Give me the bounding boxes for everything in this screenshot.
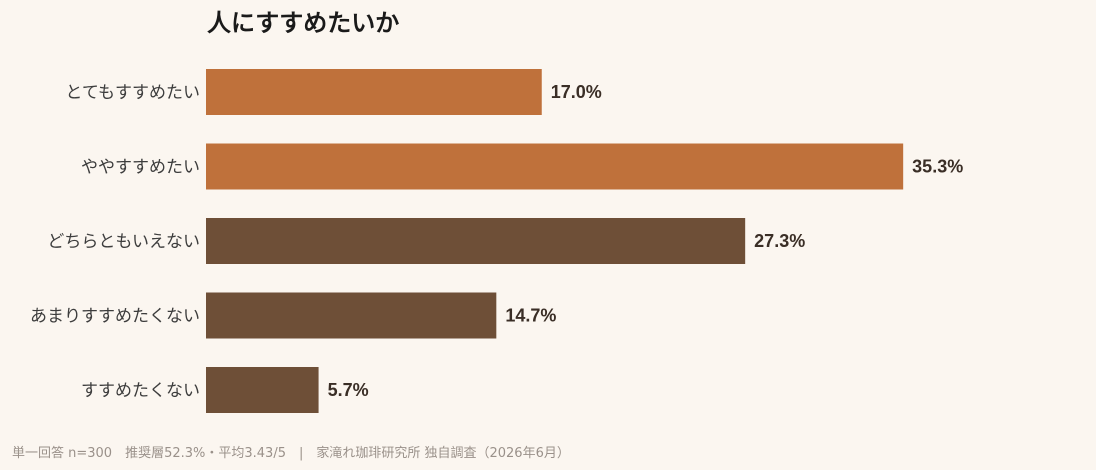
bars — [206, 69, 904, 413]
chart-footnote: 単一回答 n=300 推奨層52.3%・平均3.43/5 | 家滝れ珈琲研究所 … — [12, 445, 570, 461]
bar-value-label: 5.7% — [328, 380, 369, 400]
category-label: とてもすすめたい — [65, 83, 200, 103]
bar-value-label: 17.0% — [551, 82, 602, 102]
bar — [206, 292, 497, 339]
bar-value-label: 35.3% — [912, 157, 963, 177]
category-label: ややすすめたい — [81, 158, 200, 178]
category-label: すすめたくない — [81, 381, 200, 401]
bar — [206, 69, 542, 115]
category-axis-labels: とてもすすめたいややすすめたいどちらともいえないあまりすすめたくないすすめたくな… — [30, 83, 200, 401]
bar-value-label: 14.7% — [505, 306, 556, 326]
bar — [206, 218, 746, 264]
category-label: あまりすすめたくない — [30, 307, 200, 327]
bar — [206, 143, 904, 190]
data-labels: 17.0% 35.3% 27.3% 14.7% 5.7% — [328, 82, 964, 400]
bar-value-label: 27.3% — [754, 231, 805, 251]
bar — [206, 367, 319, 413]
category-label: どちらともいえない — [47, 232, 200, 252]
chart-title: 人にすすめたいか — [207, 9, 399, 37]
